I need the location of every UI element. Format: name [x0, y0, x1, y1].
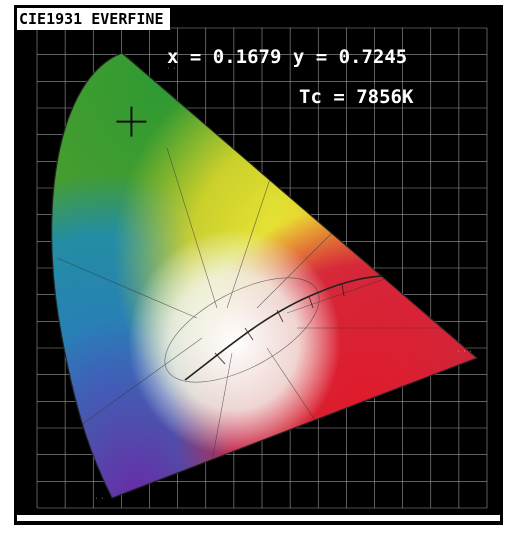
xy-coordinate-readout: x = 0.1679 y = 0.7245	[167, 46, 408, 68]
chart-title: CIE1931 EVERFINE	[17, 8, 170, 30]
svg-text:· ·: · ·	[95, 496, 104, 502]
svg-text:· ·: · ·	[167, 66, 176, 72]
spectral-locus	[51, 52, 479, 499]
measured-point-marker	[116, 106, 147, 137]
cct-readout: Tc = 7856K	[299, 86, 414, 108]
bottom-border	[17, 515, 500, 521]
chart-frame: · · · · · · · CIE1931 EVERFINE x = 0.167…	[14, 5, 503, 525]
cie-chart: · · · · · · ·	[36, 27, 488, 509]
svg-text:· · ·: · · ·	[457, 349, 472, 355]
